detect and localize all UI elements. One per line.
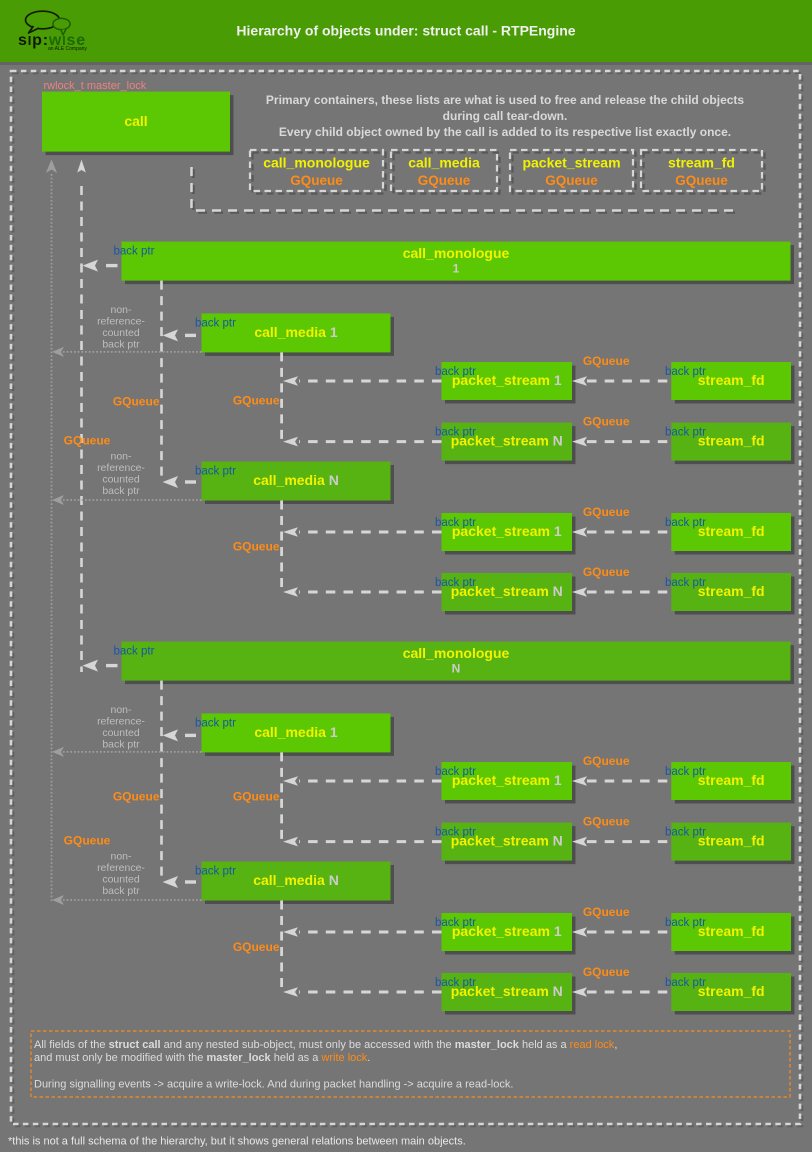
svg-text:back ptr: back ptr (195, 317, 236, 329)
svg-text:call_media: call_media (408, 155, 480, 171)
svg-text:counted: counted (102, 727, 140, 739)
svg-text:stream_fd: stream_fd (698, 523, 765, 539)
svg-text:back ptr: back ptr (665, 917, 706, 929)
svg-text:back ptr: back ptr (435, 977, 476, 989)
svg-text:GQueue: GQueue (583, 354, 630, 368)
svg-text:GQueue: GQueue (418, 173, 471, 188)
svg-text:packet_stream N: packet_stream N (451, 833, 563, 849)
svg-text:Primary containers, these list: Primary containers, these lists are what… (266, 93, 745, 107)
svg-text:call_monologue: call_monologue (403, 245, 510, 261)
svg-text:counted: counted (102, 474, 140, 486)
svg-text:stream_fd: stream_fd (698, 372, 765, 388)
svg-text:non-: non- (110, 451, 132, 463)
svg-text:packet_stream N: packet_stream N (451, 433, 563, 449)
svg-text:stream_fd: stream_fd (698, 833, 765, 849)
svg-text:back ptr: back ptr (435, 577, 476, 589)
svg-text:call_media N: call_media N (253, 472, 339, 488)
svg-text:reference-: reference- (97, 315, 145, 327)
svg-text:back ptr: back ptr (435, 827, 476, 839)
svg-text:packet_stream 1: packet_stream 1 (452, 523, 562, 539)
svg-text:back ptr: back ptr (665, 427, 706, 439)
svg-text:GQueue: GQueue (583, 815, 630, 829)
svg-text:N: N (452, 662, 461, 676)
svg-text:GQueue: GQueue (583, 905, 630, 919)
svg-text:GQueue: GQueue (583, 565, 630, 579)
svg-text:non-: non- (110, 851, 132, 863)
svg-text:back ptr: back ptr (102, 485, 140, 497)
svg-text:packet_stream 1: packet_stream 1 (452, 772, 562, 788)
svg-text:back ptr: back ptr (665, 517, 706, 529)
svg-text:counted: counted (102, 327, 140, 339)
svg-text:*this is not a full schema of: *this is not a full schema of the hierar… (8, 1136, 466, 1148)
svg-text:reference-: reference- (97, 862, 145, 874)
svg-text:back ptr: back ptr (102, 338, 140, 350)
svg-text:back ptr: back ptr (665, 766, 706, 778)
svg-text:non-: non- (110, 304, 132, 316)
svg-text:reference-: reference- (97, 462, 145, 474)
svg-text:reference-: reference- (97, 715, 145, 727)
svg-text:back ptr: back ptr (102, 738, 140, 750)
svg-text:back ptr: back ptr (665, 827, 706, 839)
svg-text:GQueue: GQueue (545, 173, 598, 188)
svg-text:GQueue: GQueue (290, 173, 343, 188)
svg-text:call_media 1: call_media 1 (254, 324, 338, 340)
svg-text:GQueue: GQueue (113, 395, 160, 409)
svg-text:GQueue: GQueue (233, 789, 280, 803)
svg-text:GQueue: GQueue (583, 505, 630, 519)
svg-text:packet_stream N: packet_stream N (451, 983, 563, 999)
svg-text:back ptr: back ptr (435, 917, 476, 929)
svg-text:stream_fd: stream_fd (698, 583, 765, 599)
svg-text:GQueue: GQueue (233, 540, 280, 554)
svg-text:Every child object owned by th: Every child object owned by the call is … (279, 125, 731, 139)
svg-text:GQueue: GQueue (675, 173, 728, 188)
svg-text:1: 1 (453, 262, 460, 276)
svg-text:an ALE Company: an ALE Company (48, 46, 87, 52)
svg-text:GQueue: GQueue (583, 415, 630, 429)
svg-text:packet_stream 1: packet_stream 1 (452, 923, 562, 939)
svg-text:non-: non- (110, 704, 132, 716)
svg-text:packet_stream N: packet_stream N (451, 583, 563, 599)
svg-text:back ptr: back ptr (665, 977, 706, 989)
svg-text:Hierarchy of objects under: st: Hierarchy of objects under: struct call … (236, 23, 575, 39)
svg-text:back ptr: back ptr (665, 366, 706, 378)
svg-text:call_media N: call_media N (253, 872, 339, 888)
svg-text:back ptr: back ptr (114, 246, 155, 258)
svg-text:call_media 1: call_media 1 (254, 724, 338, 740)
svg-text:GQueue: GQueue (233, 940, 280, 954)
svg-text:rwlock_t master_lock: rwlock_t master_lock (44, 80, 147, 92)
svg-text:back ptr: back ptr (102, 885, 140, 897)
svg-text:during call tear-down.: during call tear-down. (443, 109, 568, 123)
svg-text:GQueue: GQueue (583, 965, 630, 979)
svg-text:stream_fd: stream_fd (698, 983, 765, 999)
svg-text:stream_fd: stream_fd (698, 433, 765, 449)
svg-text:stream_fd: stream_fd (668, 155, 735, 171)
svg-text:GQueue: GQueue (233, 394, 280, 408)
svg-text:During signalling events -> ac: During signalling events -> acquire a wr… (34, 1079, 513, 1091)
svg-text:GQueue: GQueue (583, 754, 630, 768)
svg-text:GQueue: GQueue (64, 434, 111, 448)
svg-text:GQueue: GQueue (64, 834, 111, 848)
svg-text:All fields of the struct call: All fields of the struct call and any ne… (34, 1039, 617, 1051)
svg-text:back ptr: back ptr (195, 866, 236, 878)
svg-text:call: call (124, 113, 147, 129)
svg-text:back ptr: back ptr (195, 717, 236, 729)
svg-text:packet_stream: packet_stream (522, 155, 620, 171)
svg-text:and must only be modified with: and must only be modified with the maste… (34, 1052, 370, 1064)
svg-text:stream_fd: stream_fd (698, 923, 765, 939)
svg-text:back ptr: back ptr (665, 577, 706, 589)
svg-text:back ptr: back ptr (435, 427, 476, 439)
svg-text:back ptr: back ptr (195, 466, 236, 478)
svg-text:GQueue: GQueue (113, 790, 160, 804)
svg-text:call_monologue: call_monologue (263, 155, 370, 171)
svg-text:packet_stream 1: packet_stream 1 (452, 372, 562, 388)
svg-text:stream_fd: stream_fd (698, 772, 765, 788)
svg-text:counted: counted (102, 874, 140, 886)
svg-text:sIp:wIse: sIp:wIse (18, 32, 86, 49)
svg-text:back ptr: back ptr (435, 366, 476, 378)
svg-text:call_monologue: call_monologue (403, 645, 510, 661)
svg-text:back ptr: back ptr (435, 517, 476, 529)
svg-text:back ptr: back ptr (435, 766, 476, 778)
svg-text:back ptr: back ptr (114, 646, 155, 658)
